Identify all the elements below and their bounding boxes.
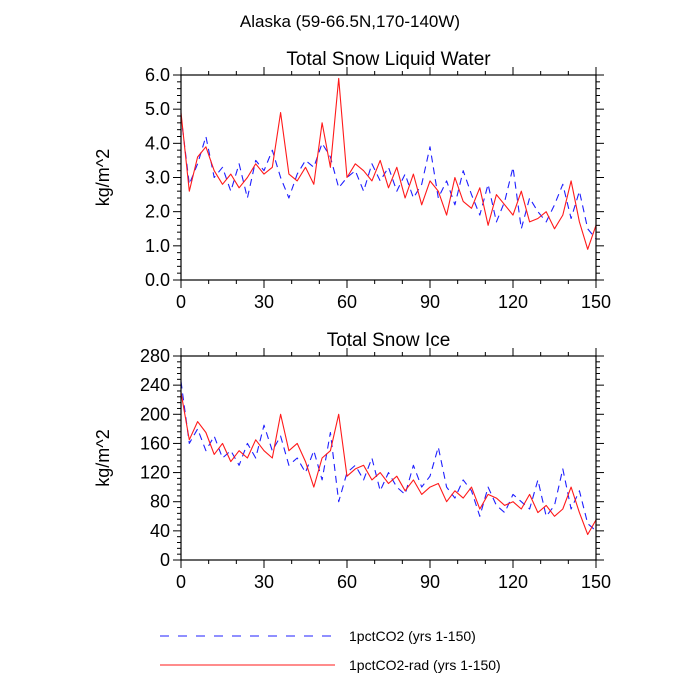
x-tick-label-snow-liquid-water: 150 xyxy=(581,292,611,312)
panel-title-snow-ice: Total Snow Ice xyxy=(327,330,451,351)
legend: 1pctCO2 (yrs 1-150) 1pctCO2-rad (yrs 1-1… xyxy=(160,628,501,673)
y-tick-label-snow-ice: 160 xyxy=(140,433,170,453)
x-tick-label-snow-ice: 60 xyxy=(337,572,357,592)
y-tick-label-snow-liquid-water: 1.0 xyxy=(145,236,170,256)
x-tick-label-snow-ice: 90 xyxy=(420,572,440,592)
panel-snow-liquid-water: Total Snow Liquid Water kg/m^2 0 30 60 90 120 1… xyxy=(93,49,611,312)
x-tick-label-snow-ice: 150 xyxy=(581,572,611,592)
y-tick-label-snow-ice: 120 xyxy=(140,463,170,483)
figure-title: Alaska (59-66.5N,170-140W) xyxy=(240,12,460,31)
series-line-1pctCO2-snow-ice xyxy=(181,381,596,532)
y-tick-label-snow-ice: 80 xyxy=(150,492,170,512)
y-tick-label-snow-liquid-water: 3.0 xyxy=(145,168,170,188)
plot-frame-snow-liquid-water xyxy=(180,74,597,281)
y-tick-label-snow-liquid-water: 6.0 xyxy=(145,65,170,85)
y-tick-label-snow-ice: 200 xyxy=(140,404,170,424)
x-tick-label-snow-liquid-water: 30 xyxy=(254,292,274,312)
x-tick-label-snow-ice: 0 xyxy=(176,572,186,592)
series-line-1pctCO2-rad-snow-ice xyxy=(181,392,596,536)
y-axis-label-snow-ice: kg/m^2 xyxy=(93,429,113,486)
y-axis-label-snow-liquid-water: kg/m^2 xyxy=(93,149,113,206)
x-tick-label-snow-liquid-water: 90 xyxy=(420,292,440,312)
x-tick-label-snow-ice: 120 xyxy=(498,572,528,592)
y-tick-label-snow-liquid-water: 5.0 xyxy=(145,99,170,119)
plot-frame-snow-ice xyxy=(180,355,597,561)
panel-snow-ice: Total Snow Ice kg/m^2 0 30 60 90 120 150 0 40 80 12… xyxy=(93,330,611,592)
panel-title-snow-liquid-water: Total Snow Liquid Water xyxy=(286,49,491,70)
y-tick-label-snow-ice: 0 xyxy=(160,550,170,570)
y-tick-label-snow-ice: 40 xyxy=(150,521,170,541)
series-line-1pctCO2-rad-snow-liquid-water xyxy=(181,77,596,250)
x-tick-label-snow-ice: 30 xyxy=(254,572,274,592)
y-tick-label-snow-liquid-water: 4.0 xyxy=(145,133,170,153)
series-line-1pctCO2-snow-liquid-water xyxy=(181,115,596,240)
y-tick-label-snow-liquid-water: 0.0 xyxy=(145,270,170,290)
y-tick-label-snow-ice: 280 xyxy=(140,346,170,366)
x-tick-label-snow-liquid-water: 120 xyxy=(498,292,528,312)
x-tick-label-snow-liquid-water: 60 xyxy=(337,292,357,312)
legend-label-1pctCO2: 1pctCO2 (yrs 1-150) xyxy=(349,628,476,644)
legend-label-1pctCO2-rad: 1pctCO2-rad (yrs 1-150) xyxy=(349,657,501,673)
y-tick-label-snow-liquid-water: 2.0 xyxy=(145,202,170,222)
x-tick-label-snow-liquid-water: 0 xyxy=(176,292,186,312)
y-tick-label-snow-ice: 240 xyxy=(140,375,170,395)
